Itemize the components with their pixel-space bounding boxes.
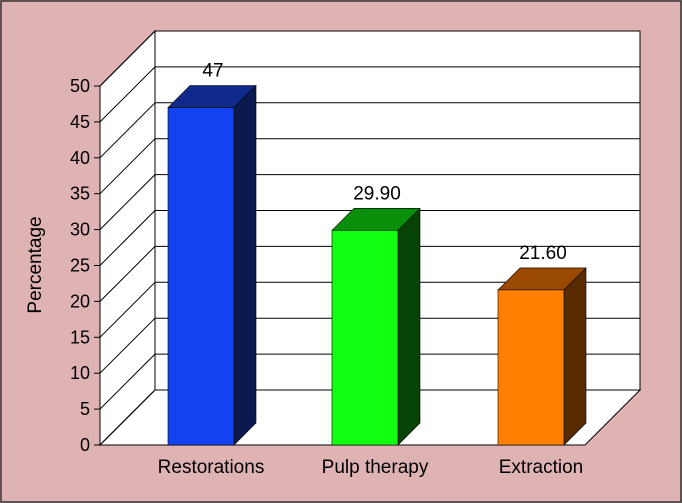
- y-tick-label: 25: [70, 256, 90, 276]
- bar-front: [331, 230, 399, 446]
- bar: [497, 267, 587, 446]
- y-tick-label: 35: [70, 184, 90, 204]
- data-label: 47: [202, 61, 223, 82]
- gridline-side: [99, 281, 156, 338]
- data-label: 29.90: [353, 183, 401, 204]
- x-tick-label: Extraction: [499, 457, 583, 478]
- gridline-side: [99, 246, 156, 302]
- bar-side: [397, 207, 421, 446]
- y-tick-label: 10: [70, 363, 90, 383]
- bar-front: [167, 107, 235, 446]
- bar-front: [497, 289, 565, 446]
- gridline-side: [99, 174, 156, 230]
- bar: [167, 84, 257, 446]
- y-tick-label: 30: [70, 220, 90, 240]
- bar-side: [233, 84, 257, 446]
- gridline-side: [99, 353, 156, 410]
- gridline-side: [99, 389, 156, 446]
- y-tick-label: 5: [80, 399, 90, 419]
- gridline-side: [99, 138, 156, 195]
- y-tick-label: 0: [80, 435, 90, 455]
- bars: [167, 84, 587, 446]
- x-tick-label: Restorations: [158, 457, 265, 478]
- y-tick-label: 15: [70, 327, 90, 347]
- bar: [331, 207, 421, 446]
- y-axis-ticks: 0 5 10 15 20 25 30 35 40 45 50: [70, 76, 100, 455]
- y-tick-label: 45: [70, 112, 90, 132]
- x-tick-label: Pulp therapy: [322, 457, 429, 478]
- gridline-side: [99, 30, 156, 87]
- bar-side: [563, 267, 587, 446]
- x-axis-labels: Restorations Pulp therapy Extraction: [158, 457, 584, 478]
- y-tick-label: 50: [70, 76, 90, 96]
- y-tick-label: 20: [70, 291, 90, 311]
- gridline-side: [99, 66, 156, 123]
- y-axis-label: Percentage: [25, 216, 46, 313]
- gridline-side: [99, 317, 156, 374]
- y-tick-label: 40: [70, 148, 90, 168]
- gridline-side: [99, 102, 156, 159]
- data-label: 21.60: [519, 243, 567, 264]
- data-labels: 47 29.90 21.60: [202, 61, 566, 264]
- gridline-side: [99, 210, 156, 266]
